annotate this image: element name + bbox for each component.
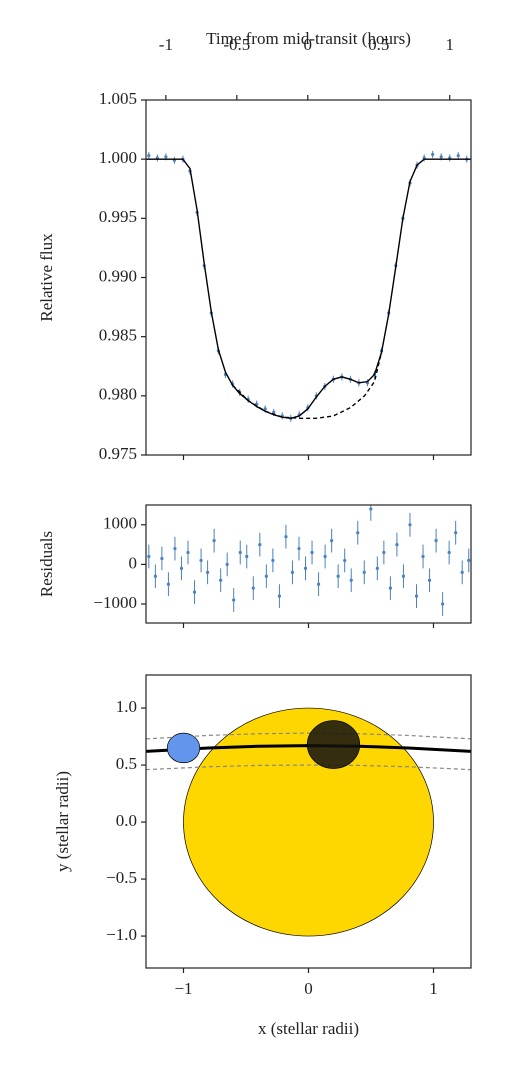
data-point <box>395 542 399 547</box>
data-point <box>251 586 255 590</box>
x-axis-label: x (stellar radii) <box>258 1019 359 1038</box>
data-point <box>349 578 353 582</box>
data-point <box>147 154 151 158</box>
data-point <box>179 566 184 570</box>
plot-area <box>146 150 471 422</box>
data-point <box>297 546 301 551</box>
data-point <box>375 566 379 570</box>
y-tick-label: 0 <box>129 553 138 572</box>
data-point <box>447 550 451 555</box>
data-point <box>173 546 177 551</box>
data-point <box>277 594 282 598</box>
data-point <box>238 550 242 555</box>
data-point <box>431 152 435 157</box>
track-bound <box>146 764 471 771</box>
y-tick-label: 0.995 <box>99 207 137 226</box>
x-axis-label: Time from mid-transit (hours) <box>206 29 411 48</box>
planet <box>166 732 201 764</box>
data-point <box>164 155 168 159</box>
data-point <box>186 550 190 555</box>
data-point <box>427 578 432 582</box>
data-point <box>160 556 164 561</box>
star <box>183 707 434 937</box>
data-point <box>434 539 438 543</box>
data-point <box>401 574 406 578</box>
y-tick-label: −1.0 <box>106 925 137 944</box>
data-point <box>460 570 464 574</box>
data-point <box>290 570 295 574</box>
data-point <box>199 558 203 563</box>
data-point <box>316 582 321 586</box>
data-point <box>303 566 308 570</box>
data-point <box>147 554 151 559</box>
data-point <box>219 578 223 582</box>
y-axis-label: Residuals <box>37 531 56 597</box>
data-point <box>330 539 334 543</box>
data-point <box>192 590 197 594</box>
data-point <box>456 154 460 158</box>
data-point <box>166 582 171 586</box>
data-point <box>284 535 288 539</box>
data-point <box>205 570 210 574</box>
x-tick-label: 0.5 <box>368 35 389 54</box>
data-point <box>414 594 419 598</box>
data-point <box>264 574 268 578</box>
y-tick-label: −0.5 <box>106 868 137 887</box>
data-point <box>362 570 366 574</box>
x-tick-label: −1 <box>174 979 192 998</box>
plot-area <box>146 707 471 937</box>
y-tick-label: 0.980 <box>99 385 137 404</box>
data-point <box>263 407 267 411</box>
data-point <box>232 598 236 602</box>
model-line <box>146 158 471 420</box>
y-tick-label: 1.0 <box>116 697 137 716</box>
plot-area <box>147 505 471 616</box>
x-tick-label: 0 <box>304 35 313 54</box>
data-point <box>467 558 471 563</box>
data-point <box>336 574 340 578</box>
model-line <box>232 351 383 420</box>
y-tick-label: 1.000 <box>99 148 137 167</box>
y-tick-label: 0.0 <box>116 811 137 830</box>
y-tick-label: 1000 <box>103 514 137 533</box>
y-tick-label: 0.5 <box>116 754 137 773</box>
data-point <box>258 542 262 547</box>
x-tick-label: 1 <box>445 35 454 54</box>
y-tick-label: 1.005 <box>99 89 137 108</box>
data-point <box>343 558 347 563</box>
y-tick-label: −1000 <box>93 593 137 612</box>
data-point <box>310 550 314 555</box>
planet <box>306 720 361 769</box>
y-tick-label: 0.975 <box>99 444 137 463</box>
data-point <box>369 507 373 511</box>
data-point <box>388 586 392 590</box>
data-point <box>225 562 229 566</box>
axes-frame <box>145 504 472 624</box>
data-point <box>439 155 443 159</box>
data-point <box>408 523 412 527</box>
x-tick-label: -0.5 <box>223 35 250 54</box>
y-tick-label: 0.985 <box>99 326 137 345</box>
x-tick-label: 0 <box>304 979 313 998</box>
y-tick-label: 0.990 <box>99 266 137 285</box>
y-axis-label: y (stellar radii) <box>53 771 72 872</box>
track-bound <box>146 732 471 740</box>
data-point <box>382 550 386 555</box>
data-point <box>356 531 360 535</box>
data-point <box>212 539 216 543</box>
data-point <box>421 554 425 559</box>
x-tick-label: 1 <box>429 979 438 998</box>
axes-frame <box>145 99 472 456</box>
y-axis-label: Relative flux <box>37 233 56 322</box>
data-point <box>245 554 249 559</box>
data-point <box>454 531 458 535</box>
x-tick-label: -1 <box>159 35 173 54</box>
data-point <box>441 602 445 606</box>
data-point <box>323 554 327 559</box>
data-point <box>271 558 275 563</box>
data-point <box>153 574 157 578</box>
